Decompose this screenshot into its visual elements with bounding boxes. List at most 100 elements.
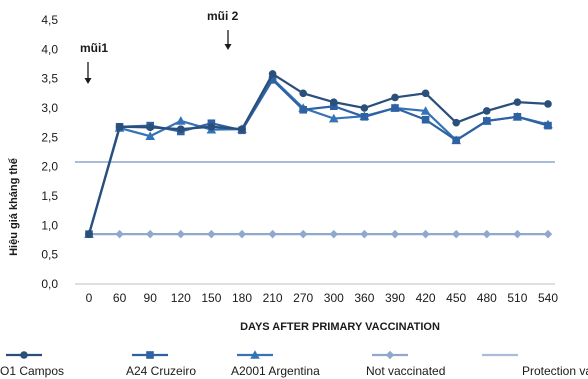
data-point bbox=[482, 229, 491, 239]
data-point bbox=[329, 113, 339, 123]
data-point bbox=[483, 117, 491, 125]
data-point bbox=[268, 76, 277, 84]
series-line bbox=[87, 76, 549, 235]
data-point bbox=[268, 70, 277, 78]
data-point bbox=[176, 229, 185, 239]
data-point bbox=[421, 115, 430, 124]
data-point bbox=[115, 229, 124, 239]
x-tick-label: 480 bbox=[477, 291, 497, 305]
annotation-arrowhead bbox=[84, 78, 92, 84]
series-o1-campos bbox=[85, 70, 552, 238]
y-tick-label: 2,5 bbox=[41, 130, 58, 144]
data-point bbox=[513, 229, 522, 239]
series-line bbox=[87, 78, 549, 235]
data-point bbox=[330, 102, 338, 111]
legend-swatch-marker bbox=[20, 351, 28, 359]
x-tick-label: 120 bbox=[171, 291, 191, 305]
legend-item: Not vaccinated bbox=[366, 350, 445, 378]
y-tick-label: 4,5 bbox=[41, 13, 58, 27]
data-point bbox=[146, 123, 154, 132]
y-tick-label: 1,0 bbox=[41, 218, 58, 232]
data-point bbox=[420, 106, 431, 115]
data-point bbox=[329, 229, 338, 239]
x-tick-label: 510 bbox=[507, 291, 527, 305]
data-point bbox=[544, 100, 552, 108]
data-point bbox=[544, 121, 552, 130]
data-point bbox=[390, 229, 400, 239]
x-tick-label: 60 bbox=[113, 291, 127, 305]
x-tick-label: 180 bbox=[232, 291, 252, 305]
x-tick-label: 0 bbox=[86, 291, 93, 305]
data-point bbox=[421, 89, 430, 98]
x-tick-label: 450 bbox=[446, 291, 466, 305]
y-tick-label: 0,0 bbox=[41, 277, 58, 291]
data-point bbox=[207, 122, 216, 131]
annotation-arrowhead bbox=[224, 44, 232, 50]
data-point bbox=[391, 93, 399, 102]
x-axis-title: DAYS AFTER PRIMARY VACCINATION bbox=[240, 321, 440, 333]
x-tick-label: 300 bbox=[324, 291, 344, 305]
data-point bbox=[452, 229, 461, 239]
legend-label: Protection value bbox=[522, 364, 588, 378]
legend-label: A24 Cruzeiro bbox=[126, 364, 196, 378]
legend-item: A2001 Argentina bbox=[231, 350, 320, 378]
x-tick-label: 420 bbox=[416, 291, 436, 305]
data-point bbox=[207, 229, 216, 239]
legend-item: O1 Campos bbox=[0, 351, 64, 378]
data-point bbox=[513, 113, 522, 121]
x-tick-label: 150 bbox=[201, 291, 221, 305]
data-point bbox=[146, 229, 155, 239]
data-point bbox=[85, 230, 93, 238]
x-tick-label: 390 bbox=[385, 291, 405, 305]
data-point bbox=[299, 229, 308, 239]
data-point bbox=[177, 125, 185, 133]
series-not-vaccinated bbox=[84, 229, 553, 239]
annotation-label: mũi 2 bbox=[207, 9, 239, 23]
data-point bbox=[452, 118, 461, 127]
annotation-label: mũi1 bbox=[80, 41, 108, 55]
legend-swatch-marker bbox=[385, 350, 395, 360]
data-point bbox=[543, 229, 553, 239]
data-point bbox=[268, 229, 277, 239]
x-tick-label: 270 bbox=[293, 291, 313, 305]
data-point bbox=[452, 136, 460, 145]
y-axis-tick-labels: 0,0 0,5 1,0 1,5 2,0 2,5 3,0 3,5 4,0 4,5 bbox=[41, 13, 58, 291]
series-a24-cruzeiro bbox=[85, 76, 552, 238]
data-point bbox=[421, 229, 430, 239]
series-layer bbox=[75, 70, 555, 239]
legend-item: A24 Cruzeiro bbox=[126, 351, 196, 378]
data-point bbox=[360, 104, 369, 112]
data-point bbox=[299, 89, 308, 98]
data-point bbox=[115, 122, 124, 131]
data-point bbox=[176, 116, 186, 125]
legend-label: A2001 Argentina bbox=[231, 364, 320, 378]
y-tick-label: 4,0 bbox=[41, 42, 58, 56]
series-line bbox=[87, 72, 549, 235]
data-point bbox=[360, 113, 369, 121]
annotations: mũi1 mũi 2 bbox=[80, 9, 239, 84]
legend-label: Not vaccinated bbox=[366, 364, 445, 378]
legend-label: O1 Campos bbox=[0, 364, 64, 378]
y-tick-label: 0,5 bbox=[41, 248, 58, 262]
data-point bbox=[360, 229, 369, 239]
x-axis-tick-labels: 0 60 90 120 150 180 210 270 300 360 390 420 450 480 51… bbox=[86, 291, 559, 305]
y-tick-label: 2,0 bbox=[41, 160, 58, 174]
data-point bbox=[513, 98, 522, 106]
data-point bbox=[238, 125, 246, 133]
data-point bbox=[483, 107, 491, 115]
legend: O1 Campos A24 Cruzeiro A2001 Argentina Not … bbox=[0, 350, 588, 378]
legend-item: Protection value bbox=[482, 353, 588, 378]
x-tick-label: 210 bbox=[263, 291, 283, 305]
y-tick-label: 3,5 bbox=[41, 72, 58, 86]
x-tick-label: 90 bbox=[144, 291, 158, 305]
data-point bbox=[391, 104, 399, 112]
x-tick-label: 360 bbox=[354, 291, 374, 305]
y-tick-label: 3,0 bbox=[41, 101, 58, 115]
data-point bbox=[330, 98, 338, 106]
y-axis-title: Hiệu giá kháng thể bbox=[8, 158, 20, 256]
legend-swatch-marker bbox=[146, 351, 154, 359]
data-point bbox=[237, 229, 247, 239]
data-point bbox=[299, 105, 307, 114]
data-point bbox=[145, 131, 155, 140]
